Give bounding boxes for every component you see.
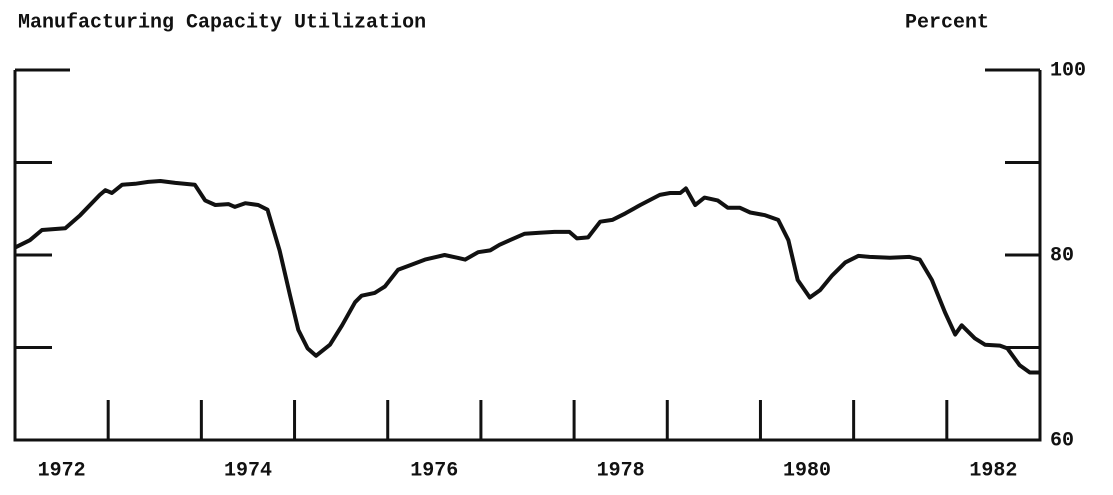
x-tick-label: 1974	[224, 459, 272, 482]
data-line	[14, 179, 1040, 375]
x-tick-label: 1982	[969, 459, 1017, 482]
y-tick-label: 80	[1050, 244, 1074, 267]
x-tick-label: 1972	[38, 459, 86, 482]
x-tick-label: 1976	[410, 459, 458, 482]
x-tick-label: 1978	[597, 459, 645, 482]
y-tick-label: 100	[1050, 59, 1086, 82]
y-axis-label: Percent	[905, 11, 989, 34]
x-tick-label: 1980	[783, 459, 831, 482]
chart-title: Manufacturing Capacity Utilization	[18, 11, 426, 34]
y-tick-label: 60	[1050, 429, 1074, 452]
